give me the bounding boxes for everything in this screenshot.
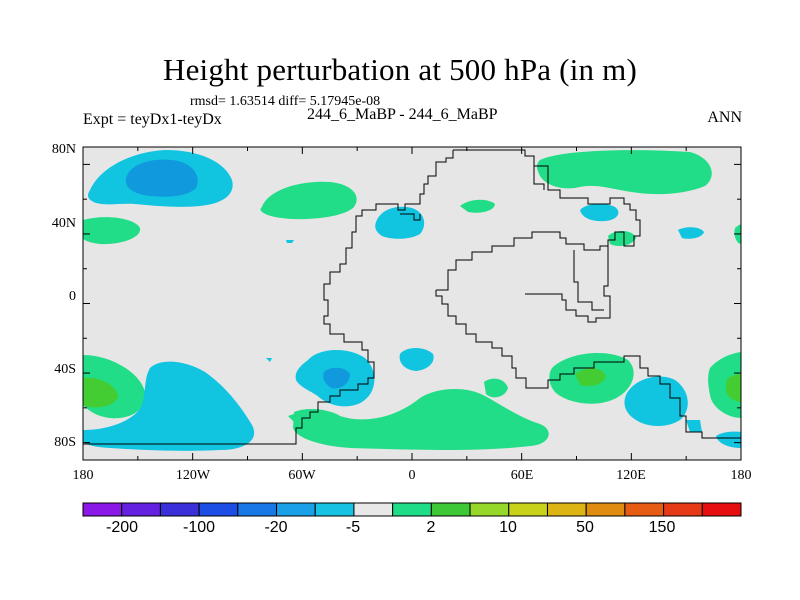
season-label: ANN [707,109,742,126]
y-tick-label: 0 [69,289,76,304]
stats-text: rmsd= 1.63514 diff= 5.17945e-08 [190,94,381,109]
contour-negative [678,227,704,239]
experiment-pair-label: 244_6_MaBP - 244_6_MaBP [307,106,498,123]
colorbar-label: -100 [183,519,215,536]
contour-negative [125,159,198,197]
x-tick-label: 0 [409,468,416,483]
contour-negative [624,376,688,426]
colorbar-box [314,502,355,517]
contour-positive [726,374,741,402]
colorbar-box [276,502,316,517]
land-outline-layer [83,149,741,445]
colorbar-box [430,502,471,517]
x-tick-label: 180 [73,468,94,483]
contour-positive [83,377,118,408]
colorbar-label: -200 [106,519,138,536]
x-tick-label: 120E [616,468,646,483]
x-tick-label: 60W [288,468,316,483]
y-tick-label: 40S [54,362,76,377]
contour-positive [293,389,549,450]
colorbar-box [237,502,278,517]
contour-negative [83,361,255,451]
contour-positive [537,150,712,195]
contour-negative [686,420,702,432]
tick-marks [82,147,742,460]
contour-negative [375,206,425,239]
colorbar-box [159,502,200,517]
colorbar-labels: -200 -100 -20 -5 2 10 50 150 [106,519,675,536]
colorbar [82,502,742,517]
colorbar-box [508,502,548,517]
coastline-west-continent [83,150,454,445]
x-tick-label: 60E [511,468,534,483]
colorbar-box [546,502,587,517]
contour-negative [266,358,272,362]
colorbar-label: 10 [499,519,517,536]
contour-negative [286,240,294,243]
coastline-west-continent [453,149,641,323]
colorbar-box [585,502,626,517]
contour-positive [83,217,141,245]
colorbar-box [469,502,510,517]
experiment-label: Expt = teyDx1-teyDx [83,111,222,128]
contour-positive [484,378,508,398]
x-tick-label: 180 [731,468,752,483]
colorbar-label: 50 [576,519,594,536]
contour-negative [323,367,350,389]
coastline-interior-basin [573,250,604,311]
x-tick-label: 120W [176,468,211,483]
colorbar-label: -20 [264,519,287,536]
contour-positive [708,352,741,418]
colorbar-box [82,502,123,517]
coastline-south-landmass [435,290,741,439]
colorbar-box [392,502,432,517]
y-tick-label: 80N [52,142,76,157]
chart-title: Height perturbation at 500 hPa (in m) [162,52,638,87]
contour-fill-layer [83,150,741,451]
y-tick-label: 40N [52,216,76,231]
colorbar-label: 150 [649,519,676,536]
colorbar-box [624,502,665,517]
contour-positive [460,199,495,213]
contour-negative [580,203,619,222]
y-tick-label: 80S [54,435,76,450]
colorbar-box [663,502,703,517]
contour-positive [575,368,606,387]
contour-negative [716,431,741,448]
coastline-north-arm [533,166,545,190]
contour-negative [399,348,434,371]
colorbar-box [701,502,742,517]
coastline-interior-basin [436,231,608,291]
colorbar-label: 2 [427,519,436,536]
coastline-north-arm [400,213,421,221]
colorbar-box [198,502,239,517]
colorbar-box [121,502,161,517]
colorbar-label: -5 [346,519,360,536]
y-axis-labels: 80N 40N 0 40S 80S [52,142,76,450]
x-axis-labels: 180 120W 60W 0 60E 120E 180 [73,468,752,483]
colorbar-box [353,502,394,517]
contour-positive [260,181,357,220]
